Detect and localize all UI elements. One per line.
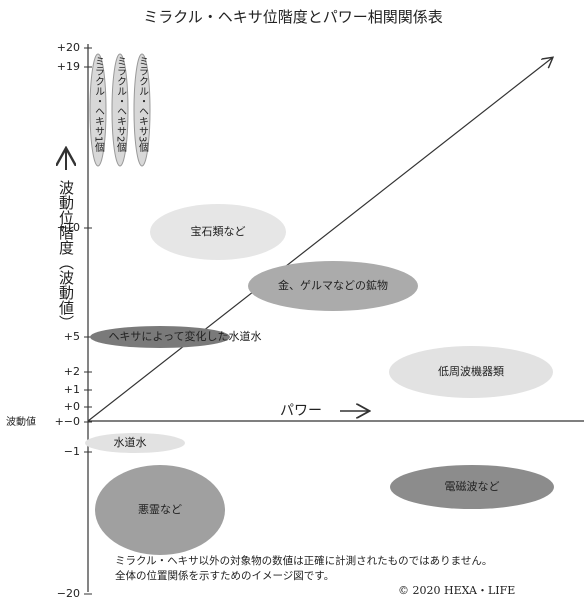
title: ミラクル・ヘキサ位階度とパワー相関関係表 [143, 8, 443, 26]
footnote: 全体の位置関係を示すためのイメージ図です。 [115, 569, 334, 582]
y-tick-label: −20 [57, 587, 80, 600]
y-tick-label: +5 [64, 330, 80, 343]
x-axis-title: パワー [280, 403, 322, 419]
copyright: © 2020 HEXA・LIFE [398, 584, 515, 597]
marker-ellipse [89, 53, 107, 167]
diagonal-arrow [87, 58, 552, 422]
y-axis-title: 波動位階度（波動値） [57, 180, 75, 330]
bubble-label: 金、ゲルマなどの鉱物 [278, 278, 388, 292]
bubble [90, 326, 230, 348]
marker-label: ミラクル・ヘキサ3個 [137, 56, 149, 153]
y-tick-label: +2 [64, 365, 80, 378]
y-tick-label: +20 [57, 41, 80, 54]
zero-prefix: 波動値 [6, 415, 36, 428]
bubble [248, 261, 418, 311]
bubble [95, 465, 225, 555]
marker-ellipse [111, 53, 129, 167]
y-tick-label: +−0 [55, 415, 80, 428]
bubble [389, 346, 553, 398]
bubble [150, 204, 286, 260]
marker-ellipse [133, 53, 151, 167]
bubble [85, 433, 185, 453]
y-tick-label: +0 [64, 400, 80, 413]
y-tick-label: +10 [57, 221, 80, 234]
bubble-label: 電磁波など [445, 480, 500, 493]
y-tick-label: −1 [64, 445, 80, 458]
bubble-label: 水道水 [114, 435, 147, 449]
y-tick-label: +1 [64, 383, 80, 396]
marker-label: ミラクル・ヘキサ2個 [115, 56, 127, 153]
bubble-label: 低周波機器類 [438, 364, 504, 378]
y-tick-label: +19 [57, 60, 80, 73]
bubble-label: 宝石類など [191, 224, 246, 238]
bubble-label: ヘキサによって変化した水道水 [108, 329, 261, 343]
footnote: ミラクル・ヘキサ以外の対象物の数値は正確に計測されたものではありません。 [115, 554, 492, 567]
marker-label: ミラクル・ヘキサ1個 [93, 56, 105, 153]
bubble-label: 悪霊など [138, 503, 182, 516]
bubble [390, 465, 554, 509]
